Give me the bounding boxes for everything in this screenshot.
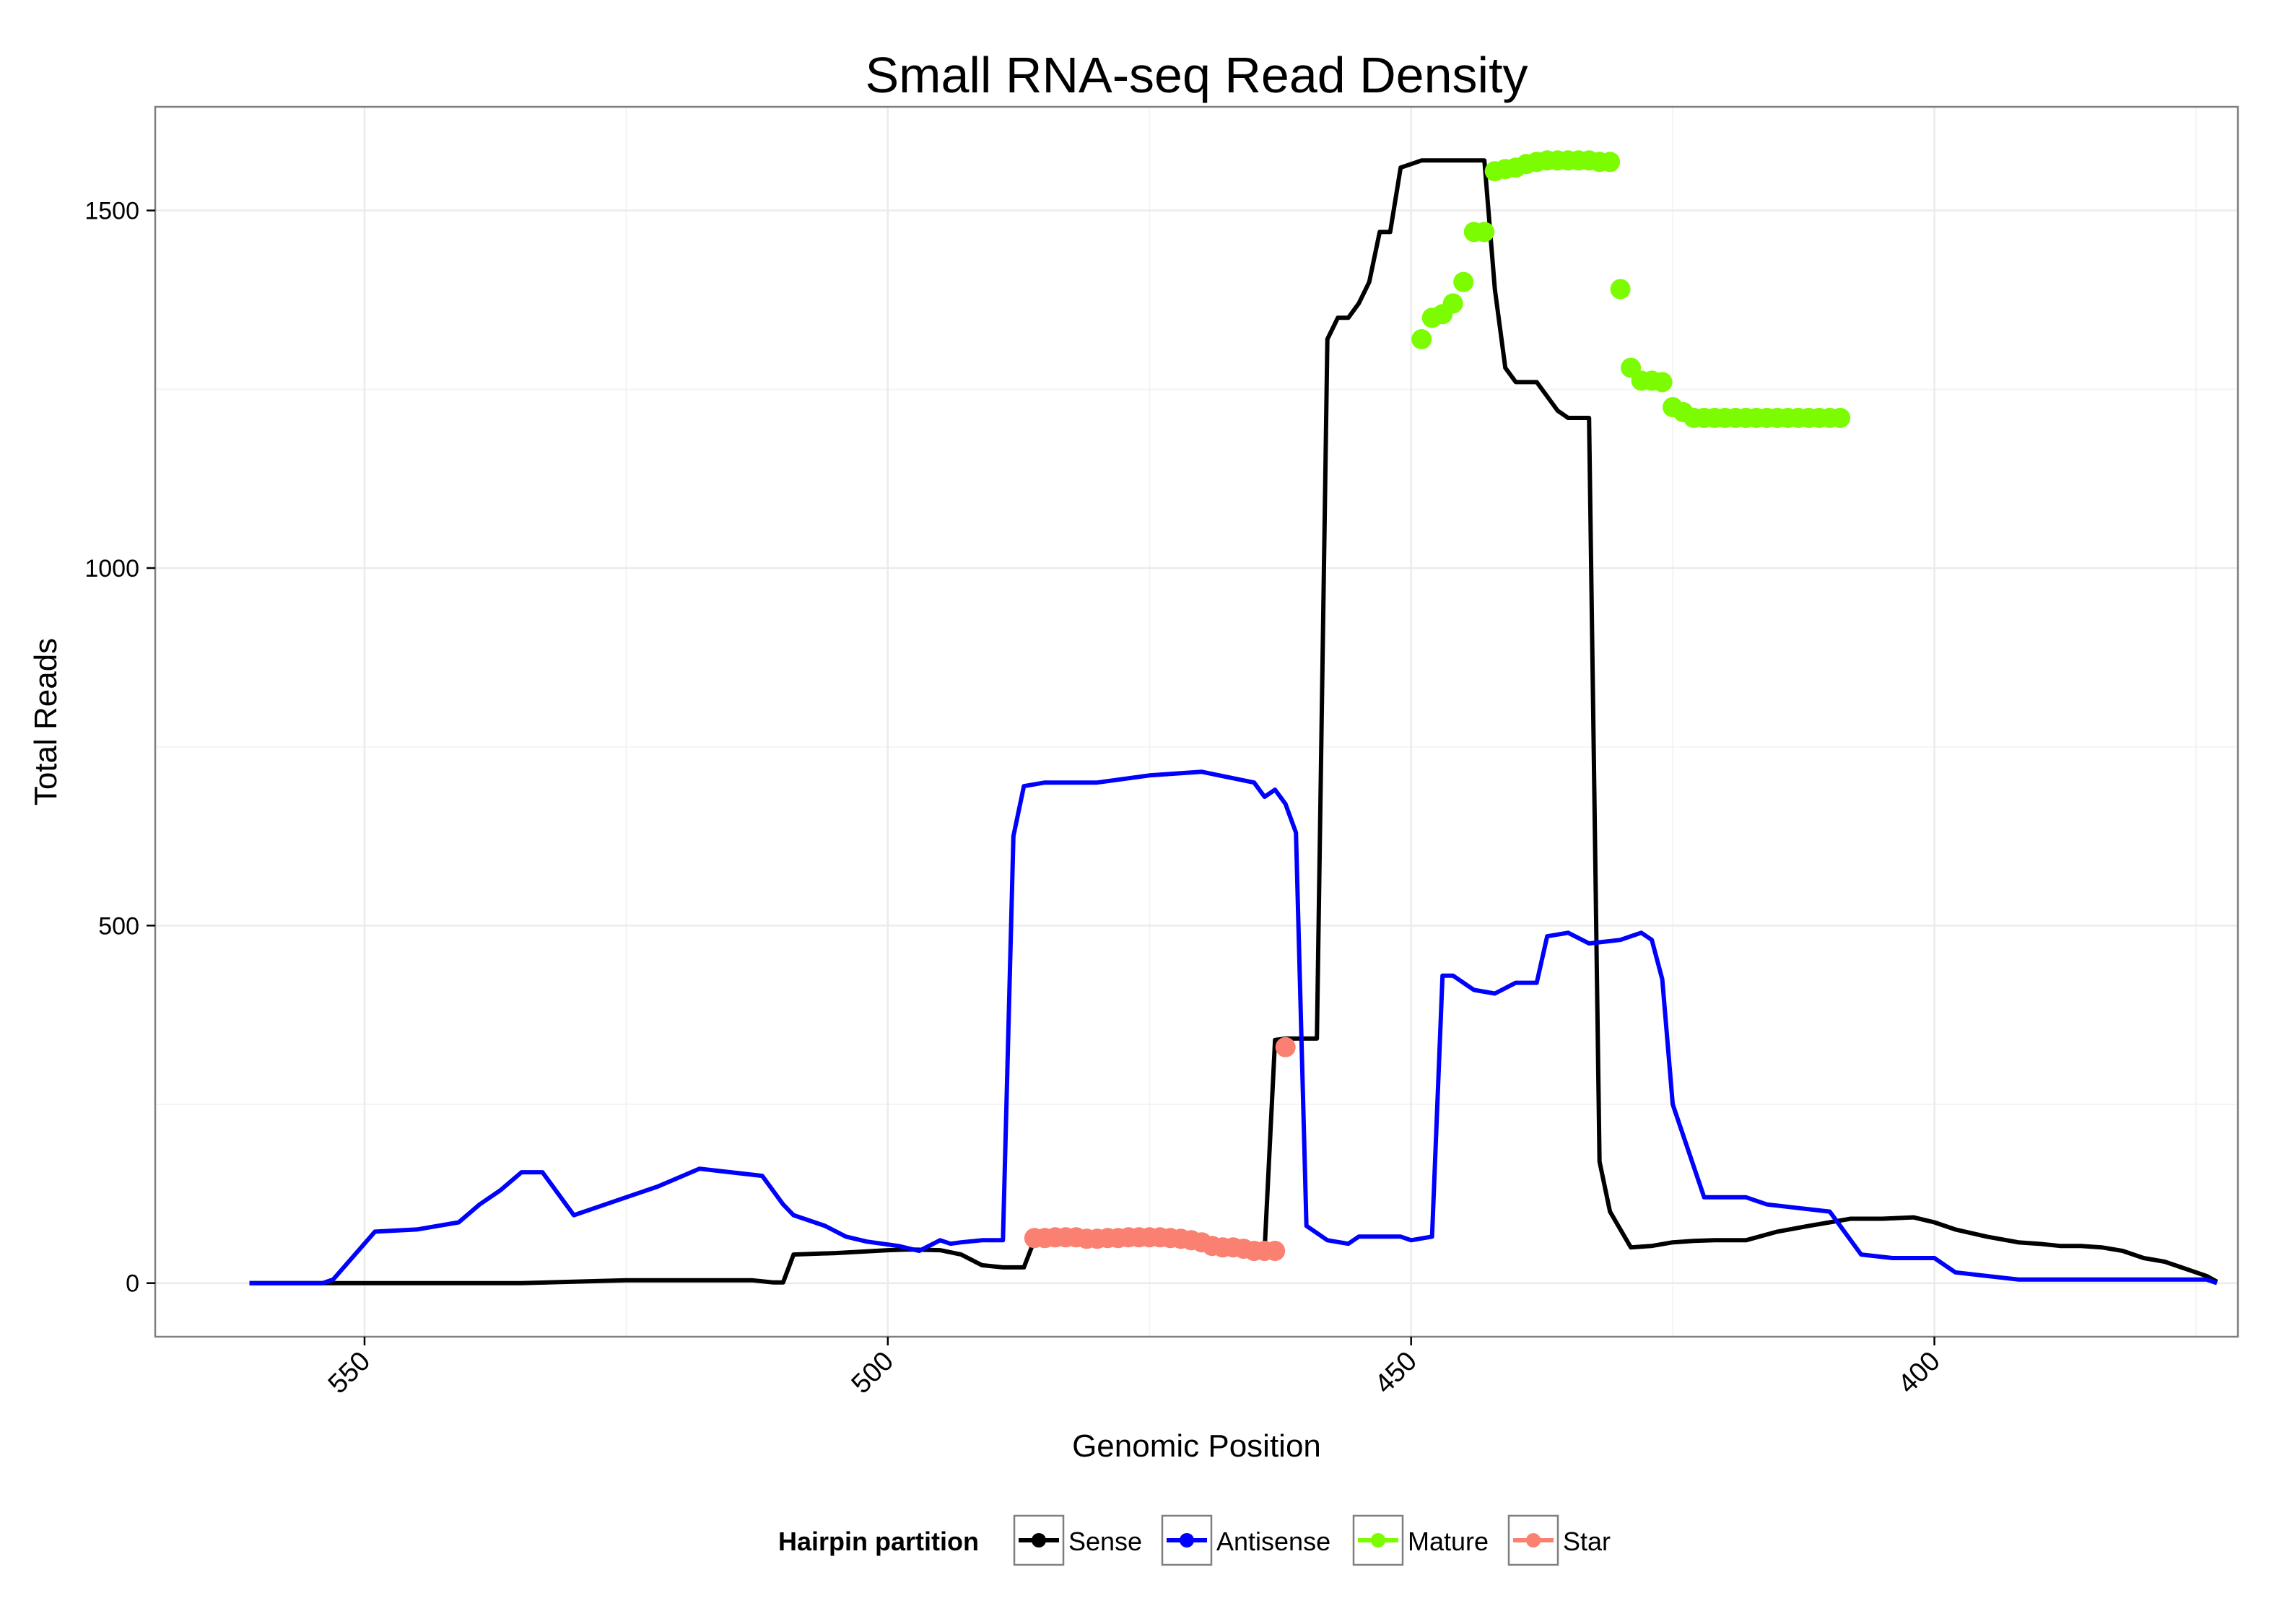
legend-key-point <box>1032 1533 1046 1547</box>
mature-point <box>1442 293 1463 314</box>
legend-label: Antisense <box>1216 1527 1330 1556</box>
mature-point <box>1600 152 1621 173</box>
legend-title: Hairpin partition <box>778 1527 979 1556</box>
y-tick-label: 0 <box>126 1270 139 1298</box>
y-axis-title: Total Reads <box>28 638 64 806</box>
mature-point <box>1652 372 1673 393</box>
gridlines <box>155 107 2238 1337</box>
mature-point <box>1610 279 1631 300</box>
y-tick-label: 500 <box>98 912 139 940</box>
legend-key-point <box>1371 1533 1385 1547</box>
series-star <box>1024 1036 1296 1262</box>
legend-label: Mature <box>1408 1527 1489 1556</box>
series-mature <box>1411 150 1851 428</box>
legend-label: Star <box>1563 1527 1611 1556</box>
star-point <box>1265 1241 1286 1262</box>
legend-item-mature: Mature <box>1352 1514 1489 1566</box>
legend-item-antisense: Antisense <box>1161 1514 1330 1566</box>
mature-point <box>1411 329 1432 349</box>
series-sense <box>249 158 2218 1285</box>
legend-key-point <box>1180 1533 1194 1547</box>
legend-item-sense: Sense <box>1013 1514 1142 1566</box>
chart-title: Small RNA-seq Read Density <box>865 47 1528 103</box>
legend: Hairpin partition Sense Antisense Mature St… <box>778 1514 1611 1566</box>
mature-point <box>1830 408 1851 428</box>
antisense-line <box>249 769 2218 1285</box>
star-point <box>1275 1036 1296 1057</box>
series-layer <box>249 150 2218 1285</box>
mature-point <box>1474 222 1495 243</box>
plot-panel-border <box>154 105 2239 1338</box>
legend-key-point <box>1526 1533 1541 1547</box>
y-tick-label: 1000 <box>84 555 139 582</box>
legend-label: Sense <box>1068 1527 1142 1556</box>
y-tick-label: 1500 <box>84 198 139 225</box>
mature-point <box>1453 271 1474 292</box>
series-antisense <box>249 769 2218 1285</box>
sense-line <box>249 158 2218 1285</box>
x-axis-title: Genomic Position <box>1072 1428 1321 1464</box>
legend-item-star: Star <box>1507 1514 1611 1566</box>
